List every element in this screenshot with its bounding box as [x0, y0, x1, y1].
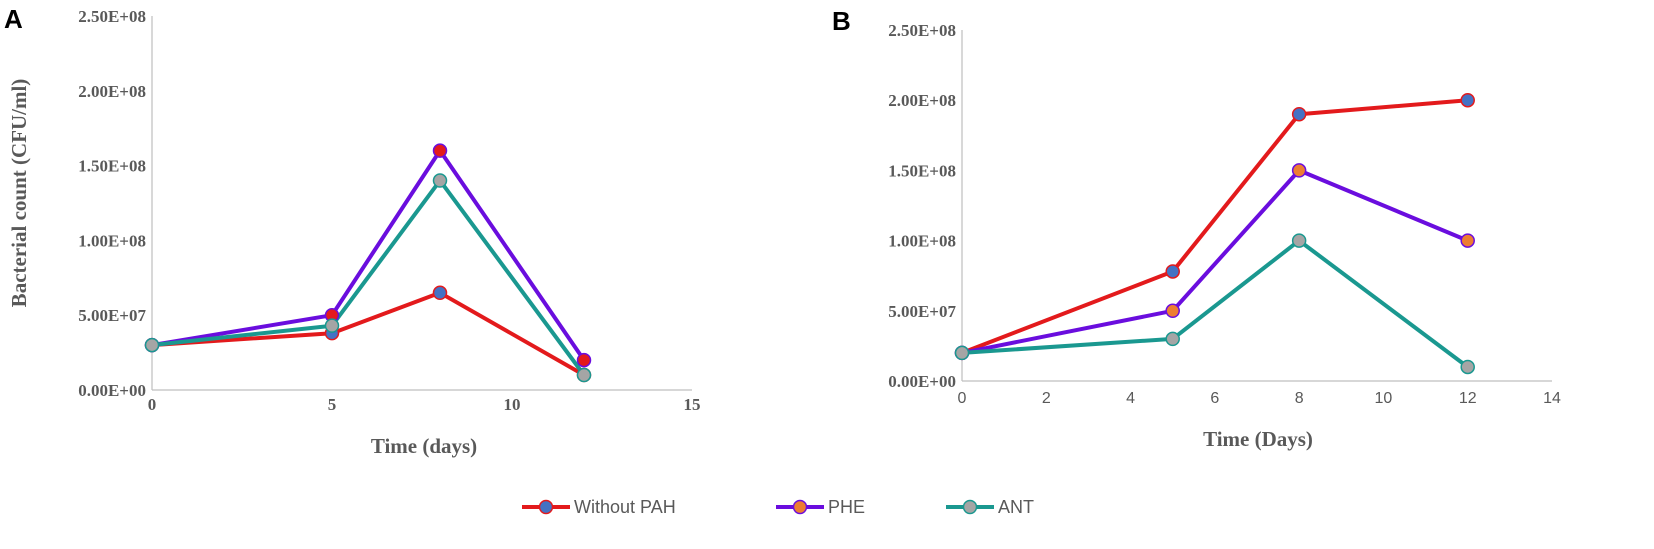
panel-b-y-tick-label: 5.00E+07: [888, 302, 956, 321]
legend: Without PAH PHE ANT: [522, 497, 1034, 517]
panel-a-x-tick-label: 0: [148, 395, 157, 414]
chart-panel-a: Bacterial count (CFU/ml) Time (days) 0.0…: [7, 7, 701, 458]
panel-b-y-tick-label: 2.50E+08: [888, 21, 956, 40]
panel-b-x-axis-title: Time (Days): [1203, 427, 1313, 451]
legend-label-phe: PHE: [828, 497, 865, 517]
panel-a-point-ant: [324, 318, 340, 333]
panel-a-point-phe: [576, 352, 592, 368]
panel-b-point-ant: [1460, 359, 1475, 375]
panel-a-line-phe: [150, 148, 586, 363]
legend-label-without-pah: Without PAH: [574, 497, 676, 517]
panel-b-x-tick-label: 12: [1459, 390, 1477, 407]
panel-a-line-ant: [150, 178, 586, 377]
panel-b-line-without-pah: [960, 98, 1470, 355]
legend-marker-phe: [792, 499, 808, 515]
panel-b-point-ant: [1165, 331, 1180, 347]
panel-a-x-tick-label: 10: [504, 395, 521, 414]
panel-b-x-tick-label: 8: [1295, 390, 1304, 407]
panel-b-y-tick-label: 0.00E+00: [888, 372, 956, 391]
panel-b-point-phe: [1291, 163, 1307, 178]
panel-a-x-tick-label: 5: [328, 395, 337, 414]
panel-b-point-ant: [1291, 233, 1307, 248]
panel-a-y-tick-label: 0.00E+00: [78, 381, 146, 400]
panel-a-point-ant: [144, 337, 160, 353]
panel-b-y-tick-label: 2.00E+08: [888, 91, 956, 110]
panel-a-x-tick-label: 15: [684, 395, 701, 414]
panel-b-x-tick-label: 6: [1210, 390, 1219, 407]
panel-a-y-tick-label: 1.00E+08: [78, 231, 146, 250]
panel-b-y-tick-label: 1.50E+08: [888, 161, 956, 180]
panel-a-point-phe: [432, 143, 448, 158]
panel-a-y-tick-label: 1.50E+08: [78, 157, 146, 176]
panel-b-x-tick-label: 0: [958, 390, 967, 407]
panel-a-y-tick-label: 5.00E+07: [78, 306, 146, 325]
legend-label-ant: ANT: [998, 497, 1034, 517]
panel-b-x-tick-label: 10: [1375, 390, 1393, 407]
panel-b-y-tick-label: 1.00E+08: [888, 232, 956, 251]
panel-b-x-tick-label: 14: [1543, 390, 1561, 407]
legend-marker-without-pah: [538, 499, 554, 515]
panel-a-point-ant: [576, 367, 592, 383]
panel-a-point-ant: [432, 173, 448, 188]
panel-b-x-tick-label: 4: [1126, 390, 1135, 407]
panel-a-x-axis-title: Time (days): [371, 434, 477, 458]
panel-b-point-phe: [1165, 303, 1180, 319]
chart-panel-b: Time (Days) 0.00E+00 5.00E+07 1.00E+08 1.50…: [888, 21, 1561, 451]
panel-a-line-without-pah: [150, 290, 586, 377]
panel-b-point-without-pah: [1460, 92, 1475, 108]
panel-b-line-ant: [960, 238, 1470, 369]
panel-b-point-ant: [954, 345, 970, 361]
panel-b-x-tick-label: 2: [1042, 390, 1051, 407]
panel-a-letter: A: [4, 4, 23, 34]
panel-a-y-tick-label: 2.50E+08: [78, 7, 146, 26]
panel-b-point-without-pah: [1291, 106, 1307, 122]
panel-b-letter: B: [832, 6, 851, 36]
panel-a-y-tick-label: 2.00E+08: [78, 82, 146, 101]
panel-a-y-axis-title: Bacterial count (CFU/ml): [7, 79, 31, 308]
panel-b-point-phe: [1460, 233, 1475, 248]
panel-b-line-phe: [960, 168, 1470, 355]
legend-marker-ant: [962, 499, 978, 515]
panel-b-point-without-pah: [1165, 264, 1180, 279]
panel-a-point-without-pah: [432, 285, 448, 301]
